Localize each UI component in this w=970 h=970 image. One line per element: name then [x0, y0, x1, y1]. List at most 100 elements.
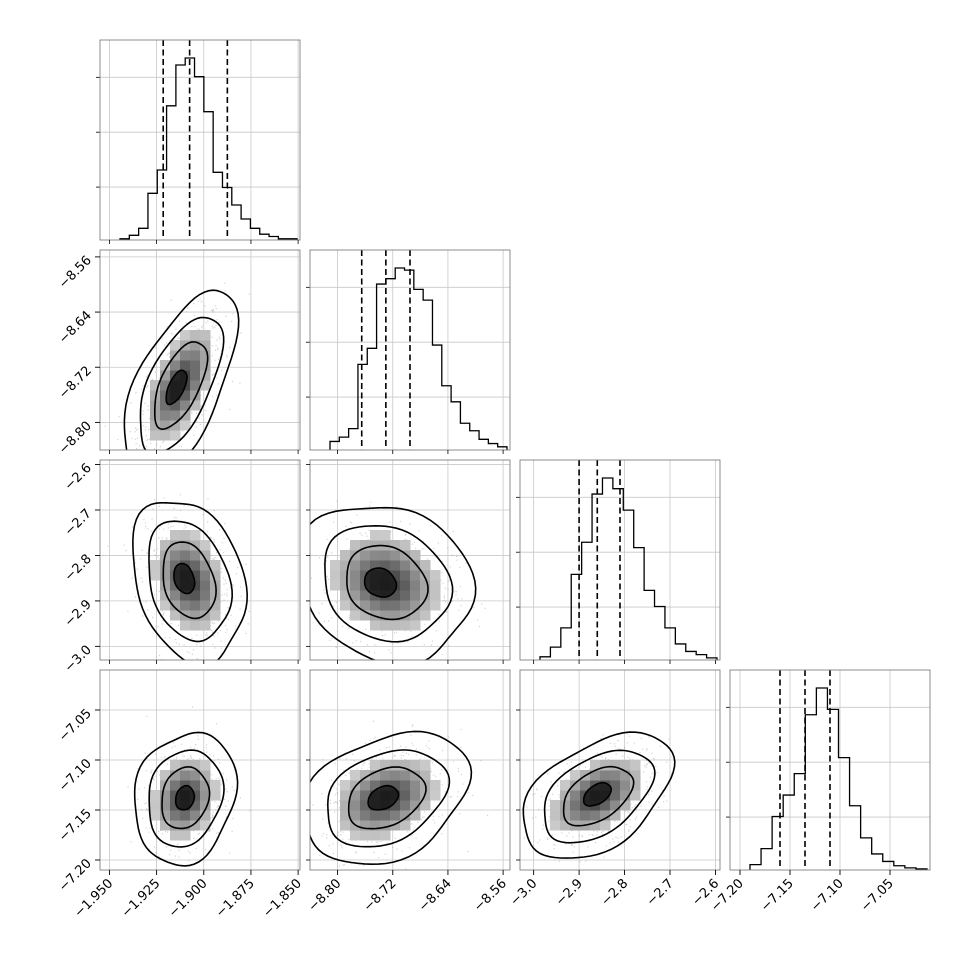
contour-level-0 [310, 506, 477, 660]
density-bin [160, 380, 171, 391]
density-bin [180, 620, 191, 631]
density-bin [580, 780, 591, 791]
density-bin [170, 540, 181, 551]
density-bin [180, 830, 191, 841]
density-bin [410, 600, 421, 611]
density-bin [170, 810, 181, 821]
density-bin [370, 600, 381, 611]
density-bin [340, 800, 351, 811]
density-bin [600, 820, 611, 831]
density-bin [170, 770, 181, 781]
density-bin [350, 580, 361, 591]
density-bin [350, 540, 361, 551]
density-bin [170, 340, 181, 351]
density-bin [170, 760, 181, 771]
density-bin [380, 830, 391, 841]
contour-level-1 [543, 749, 656, 844]
density-bin [420, 570, 431, 581]
panel-frame [99, 459, 301, 661]
x-tick-label: −7.15 [758, 876, 797, 915]
density-bin [190, 800, 201, 811]
density-bin [350, 610, 361, 621]
density-bin [170, 600, 181, 611]
density-bin [390, 610, 401, 621]
scatter-panel-2-1 [309, 459, 511, 661]
density-bin [630, 770, 641, 781]
density-bin [170, 410, 181, 421]
density-bin [150, 800, 161, 811]
density-bin [410, 760, 421, 771]
density-bin [340, 600, 351, 611]
density-bin [410, 790, 421, 801]
scatter-panel-3-1 [309, 669, 511, 871]
density-bin [600, 760, 611, 771]
density-bin [170, 790, 181, 801]
density-bin [190, 820, 201, 831]
density-bin [420, 800, 431, 811]
density-bin [350, 830, 361, 841]
density-bin [570, 780, 581, 791]
density-bin [390, 600, 401, 611]
density-bin [200, 600, 211, 611]
density-bin [620, 770, 631, 781]
density-bin [400, 810, 411, 821]
density-bin [370, 810, 381, 821]
density-bin [390, 760, 401, 771]
density-bin [400, 760, 411, 771]
x-tick-label: −8.80 [306, 876, 345, 915]
density-bin [420, 580, 431, 591]
density-bin [200, 540, 211, 551]
y-tick-label: −7.20 [56, 856, 95, 895]
density-bin [410, 810, 421, 821]
density-bin [590, 820, 601, 831]
density-bin [360, 810, 371, 821]
contour-level-1 [324, 524, 454, 643]
density-bin [200, 380, 211, 391]
density-bin [630, 760, 641, 771]
density-bin [180, 550, 191, 561]
density-bin [400, 770, 411, 781]
density-bin [390, 810, 401, 821]
density-bin [340, 580, 351, 591]
density-bin [430, 780, 441, 791]
density-layer [310, 500, 486, 660]
density-bin [370, 830, 381, 841]
density-bin [160, 800, 171, 811]
density-bin [210, 600, 221, 611]
density-bin [390, 800, 401, 811]
density-bin [170, 430, 181, 441]
contour-level-3 [173, 562, 196, 595]
y-tick-label: −7.10 [56, 756, 95, 795]
contour-level-0 [132, 502, 249, 660]
density-bin [380, 550, 391, 561]
density-bin [200, 580, 211, 591]
density-bin [620, 800, 631, 811]
density-bin [550, 810, 561, 821]
density-bin [160, 580, 171, 591]
density-bin [150, 790, 161, 801]
density-bin [400, 600, 411, 611]
density-bin [190, 560, 201, 571]
density-bin [180, 400, 191, 411]
y-tick-label: −2.6 [62, 461, 95, 494]
density-bin [410, 800, 421, 811]
density-bin [200, 570, 211, 581]
density-bin [400, 790, 411, 801]
density-bin [410, 580, 421, 591]
density-layer [310, 720, 489, 870]
density-bin [160, 790, 171, 801]
density-bin [390, 540, 401, 551]
density-bin [200, 550, 211, 561]
scatter-panel-3-2 [519, 669, 721, 871]
density-bin [350, 790, 361, 801]
density-bin [190, 810, 201, 821]
density-bin [190, 350, 201, 361]
density-bin [560, 820, 571, 831]
contour-level-2 [562, 765, 635, 827]
density-bin [160, 360, 171, 371]
density-bin [180, 420, 191, 431]
x-tick-label: −3.0 [508, 876, 541, 909]
density-bin [190, 760, 201, 771]
density-bin [550, 820, 561, 831]
